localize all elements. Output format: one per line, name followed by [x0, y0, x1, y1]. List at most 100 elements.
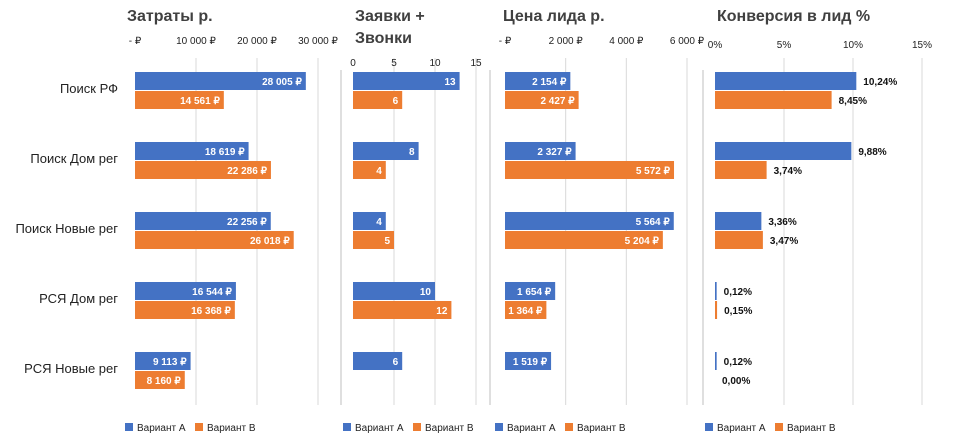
chart-title-conversion: Конверсия в лид %	[717, 8, 871, 25]
bar-leads-b	[353, 301, 452, 319]
bar-lead-price-b	[505, 231, 663, 249]
tick-label-lead-price: 6 000 ₽	[670, 36, 705, 47]
bar-costs-b	[135, 301, 235, 319]
data-label-conversion: 3,47%	[770, 236, 798, 247]
tick-label-leads: 0	[350, 58, 356, 69]
legend-label-conversion-b: Вариант В	[787, 423, 836, 434]
bar-costs-b	[135, 91, 224, 109]
data-label-lead-price: 1 364 ₽	[508, 306, 543, 317]
bar-costs-a	[135, 212, 271, 230]
data-label-lead-price: 5 564 ₽	[636, 217, 671, 228]
tick-label-lead-price: 4 000 ₽	[609, 36, 644, 47]
bar-lead-price-a	[505, 72, 571, 90]
data-label-leads: 13	[444, 77, 456, 88]
data-label-leads: 10	[420, 287, 432, 298]
data-label-costs: 22 256 ₽	[227, 217, 267, 228]
data-label-leads: 6	[393, 357, 399, 368]
chart-title-lead-price: Цена лида р.	[503, 8, 605, 25]
tick-label-lead-price: 2 000 ₽	[549, 36, 584, 47]
legend-label-leads-a: Вариант А	[355, 423, 404, 434]
row-label-rsya-home-region: РСЯ Дом рег	[39, 291, 118, 306]
legend-swatch-leads-a	[343, 423, 351, 431]
tick-label-conversion: 5%	[777, 40, 792, 51]
bar-conversion-b	[715, 161, 767, 179]
legend-swatch-lead-price-a	[495, 423, 503, 431]
bar-lead-price-a	[505, 212, 674, 230]
tick-label-costs: 30 000 ₽	[298, 36, 338, 47]
tick-label-costs: - ₽	[129, 36, 142, 47]
bar-lead-price-a	[505, 352, 552, 370]
data-label-lead-price: 5 572 ₽	[636, 166, 671, 177]
data-label-lead-price: 2 427 ₽	[540, 96, 575, 107]
bar-conversion-a	[715, 352, 717, 370]
bar-lead-price-b	[505, 301, 547, 319]
bar-costs-b	[135, 371, 185, 389]
bar-costs-b	[135, 161, 271, 179]
data-label-lead-price: 5 204 ₽	[625, 236, 660, 247]
tick-label-conversion: 0%	[708, 40, 723, 51]
tick-label-costs: 20 000 ₽	[237, 36, 277, 47]
legend-label-conversion-a: Вариант А	[717, 423, 766, 434]
tick-label-lead-price: - ₽	[499, 36, 512, 47]
bar-conversion-a	[715, 212, 762, 230]
legend-label-lead-price-b: Вариант В	[577, 423, 626, 434]
legend-swatch-conversion-a	[705, 423, 713, 431]
tick-label-leads: 5	[391, 58, 397, 69]
data-label-costs: 14 561 ₽	[180, 96, 220, 107]
tick-label-costs: 10 000 ₽	[176, 36, 216, 47]
legend-swatch-costs-a	[125, 423, 133, 431]
bar-leads-a	[353, 352, 403, 370]
bar-leads-a	[353, 212, 386, 230]
bar-costs-b	[135, 231, 294, 249]
bar-leads-a	[353, 142, 419, 160]
row-label-search-rf: Поиск РФ	[59, 81, 118, 96]
chart-title-costs: Затраты р.	[127, 8, 213, 25]
row-label-rsya-new-regions: РСЯ Новые рег	[24, 361, 118, 376]
data-label-conversion: 8,45%	[839, 96, 867, 107]
tick-label-conversion: 15%	[912, 40, 932, 51]
chart-title-leads-text: Заявки + Звонки	[355, 8, 425, 47]
data-label-costs: 28 005 ₽	[262, 77, 302, 88]
row-label-search-home-region: Поиск Дом рег	[30, 151, 118, 166]
bar-costs-a	[135, 142, 249, 160]
data-label-lead-price: 2 154 ₽	[532, 77, 567, 88]
data-label-leads: 8	[409, 147, 415, 158]
bar-lead-price-a	[505, 142, 576, 160]
data-label-costs: 22 286 ₽	[227, 166, 267, 177]
data-label-costs: 9 113 ₽	[153, 357, 187, 368]
data-label-costs: 16 368 ₽	[191, 306, 231, 317]
legend-label-costs-a: Вариант А	[137, 423, 186, 434]
data-label-costs: 16 544 ₽	[192, 287, 232, 298]
data-label-costs: 26 018 ₽	[250, 236, 290, 247]
data-label-conversion: 3,36%	[768, 217, 796, 228]
bar-conversion-a	[715, 72, 857, 90]
data-label-conversion: 9,88%	[858, 147, 886, 158]
bar-leads-a	[353, 72, 460, 90]
tick-label-leads: 10	[429, 58, 441, 69]
data-label-conversion: 0,00%	[722, 376, 750, 387]
tick-label-conversion: 10%	[843, 40, 863, 51]
legend-swatch-costs-b	[195, 423, 203, 431]
legend-label-leads-b: Вариант В	[425, 423, 474, 434]
bar-leads-a	[353, 282, 435, 300]
data-label-leads: 12	[436, 306, 448, 317]
legend-swatch-leads-b	[413, 423, 421, 431]
data-label-leads: 4	[376, 217, 382, 228]
bar-costs-a	[135, 282, 236, 300]
row-label-search-new-regions: Поиск Новые рег	[15, 221, 118, 236]
bar-leads-b	[353, 91, 403, 109]
data-label-conversion: 0,12%	[724, 357, 752, 368]
bar-costs-a	[135, 352, 191, 370]
bar-conversion-a	[715, 282, 717, 300]
tick-label-leads: 15	[470, 58, 482, 69]
data-label-conversion: 0,12%	[724, 287, 752, 298]
data-label-leads: 4	[376, 166, 382, 177]
data-label-lead-price: 1 654 ₽	[517, 287, 552, 298]
bar-leads-b	[353, 161, 386, 179]
bar-conversion-b	[715, 231, 763, 249]
bar-lead-price-a	[505, 282, 556, 300]
bar-lead-price-b	[505, 91, 579, 109]
data-label-leads: 6	[393, 96, 399, 107]
bar-lead-price-b	[505, 161, 675, 179]
bar-conversion-b	[715, 91, 832, 109]
